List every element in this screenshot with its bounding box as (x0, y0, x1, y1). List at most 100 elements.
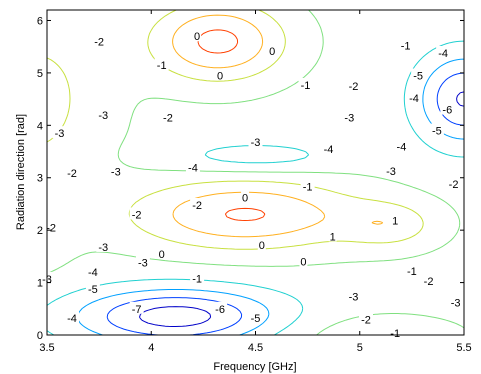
y-axis-label: Radiation direction [rad] (15, 114, 27, 230)
contour-label: -2 (424, 276, 434, 288)
contour-label: -3 (138, 258, 148, 270)
contour-label-bg (300, 179, 315, 192)
y-tick-label: 5 (37, 68, 43, 80)
contour-labels: 000-1-1-1-2-2-2-2-2-2-2-2-2-2-3-3-3-3-3-… (40, 29, 463, 340)
contour-label-bg (213, 301, 228, 314)
x-axis-label: Frequency [GHz] (213, 361, 296, 373)
y-tick-label: 2 (37, 225, 43, 237)
contour-label-bg (190, 198, 205, 210)
contour-label-bg (346, 79, 361, 92)
contour-label: -6 (215, 304, 225, 316)
contour-label-bg (411, 68, 426, 81)
contour-label-bg (342, 110, 357, 123)
contour-label: -3 (344, 112, 354, 124)
contour-label: -7 (132, 304, 142, 316)
contour-label-bg (394, 139, 409, 152)
contour-label: -5 (432, 126, 442, 138)
contour-label-bg (135, 255, 150, 268)
contour-label: -1 (301, 80, 311, 92)
contour-label: -4 (88, 267, 98, 279)
contour-label: -2 (46, 223, 56, 235)
contour-level-neg1 (172, 14, 384, 238)
contour-level-neg6 (106, 72, 465, 336)
contour-label: -4 (409, 93, 419, 105)
contour-label: -3 (55, 128, 65, 140)
contour-label-bg (65, 166, 80, 179)
contour-level-neg2 (46, 9, 424, 250)
contour-label: -4 (324, 144, 334, 156)
contour-label-bg (65, 311, 80, 324)
contour-label-bg (52, 126, 67, 139)
contour-label: -3 (349, 292, 359, 304)
contour-label-bg (129, 207, 144, 220)
contour-label-bg (440, 102, 455, 115)
contour-label-bg (391, 213, 400, 226)
contour-label-bg (154, 58, 169, 71)
contour-label: -3 (251, 137, 261, 149)
y-tick-label: 0 (37, 330, 43, 342)
contour-label: 1 (392, 216, 398, 228)
contour-label: -3 (451, 298, 461, 310)
contour-label: 0 (269, 46, 275, 58)
y-tick-label: 4 (37, 120, 43, 132)
contour-label-bg (96, 107, 111, 120)
y-tick-label: 1 (37, 278, 43, 290)
x-tick-label: 3.5 (39, 342, 54, 354)
contour-label: -1 (192, 273, 202, 285)
contour-label: -1 (157, 60, 167, 72)
contour-label: -5 (413, 71, 423, 83)
contour-label: -2 (132, 209, 142, 221)
contour-label-bg (185, 160, 200, 173)
contour-label: -2 (192, 200, 202, 212)
contour-label-bg (406, 91, 421, 104)
contour-label: -3 (98, 110, 108, 122)
axis-ticks: 3.5 4 4.5 5 5.5 0 1 2 3 4 5 6 (37, 10, 472, 354)
contour-label-bg (446, 177, 461, 190)
contour-label: 0 (259, 240, 265, 252)
contour-label: -5 (251, 313, 261, 325)
contour-label-bg (257, 237, 266, 250)
contour-label-bg (359, 312, 374, 325)
contour-label: -4 (67, 313, 77, 325)
contour-label-bg (85, 265, 100, 278)
contour-label-bg (108, 164, 123, 177)
contour-label-bg (160, 110, 175, 123)
contour-label-bg (85, 281, 100, 294)
x-tick-label: 4 (148, 342, 154, 354)
contour-label: -1 (303, 182, 313, 194)
contour-label-bg (404, 264, 419, 277)
contour-label: -4 (397, 141, 407, 153)
contour-label: -1 (401, 41, 411, 53)
contour-label-bg (96, 239, 111, 252)
contour-label: -1 (407, 266, 417, 278)
contour-label-bg (346, 289, 361, 302)
contour-label: -2 (349, 81, 359, 93)
contour-label-bg (429, 123, 444, 136)
contour-label: -3 (98, 242, 108, 254)
contour-label: -2 (94, 36, 104, 48)
contour-label-bg (193, 29, 202, 42)
contour-label-bg (298, 77, 313, 90)
contour-label: -4 (438, 48, 448, 60)
contour-label: -3 (386, 166, 396, 178)
contour-lines (46, 9, 465, 336)
contour-label-bg (44, 220, 59, 233)
contour-label-bg (92, 34, 107, 47)
contour-label-bg (448, 295, 463, 308)
contour-level-neg3 (46, 9, 465, 336)
y-tick-label: 6 (37, 15, 43, 27)
contour-label-bg (190, 271, 205, 284)
contour-label: 0 (159, 249, 165, 261)
x-tick-label: 5 (357, 342, 363, 354)
contour-level-neg5 (77, 58, 465, 336)
contour-label: -4 (188, 162, 198, 174)
contour-level-neg7 (139, 91, 465, 327)
x-tick-label: 5.5 (456, 342, 471, 354)
contour-label: -2 (361, 314, 371, 326)
contour-label-bg (241, 190, 250, 203)
contour-label: -2 (67, 168, 77, 180)
contour-label: -1 (390, 328, 400, 340)
contour-label-bg (398, 38, 413, 51)
contour-label-bg (299, 254, 308, 267)
